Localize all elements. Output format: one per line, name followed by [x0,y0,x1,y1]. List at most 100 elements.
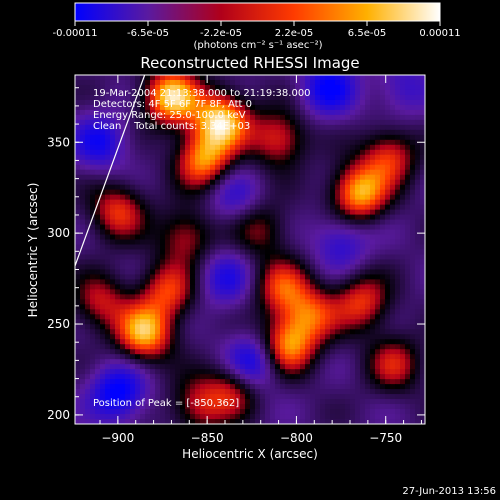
heatmap-cell [360,179,366,186]
heatmap-cell [355,274,361,281]
heatmap-cell [405,359,411,365]
heatmap-cell [340,294,346,300]
heatmap-cell [90,149,96,156]
heatmap-cell [380,374,386,380]
heatmap-cell [400,129,406,136]
heatmap-cell [235,149,241,156]
heatmap-cell [160,144,166,151]
heatmap-cell [150,94,156,101]
heatmap-cell [315,359,321,365]
heatmap-cell [135,254,141,261]
heatmap-cell [235,219,241,226]
heatmap-cell [170,234,176,241]
heatmap-cell [260,259,266,266]
heatmap-cell [80,379,86,385]
heatmap-cell [150,329,156,335]
heatmap-cell [220,169,226,176]
heatmap-cell [405,299,411,305]
heatmap-cell [245,229,251,236]
heatmap-cell [160,324,166,330]
heatmap-cell [310,274,316,281]
heatmap-cell [330,314,336,320]
heatmap-cell [245,389,251,395]
heatmap-cell [300,229,306,236]
heatmap-cell [300,75,306,81]
heatmap-cell [255,304,261,310]
heatmap-cell [210,389,216,395]
heatmap-cell [345,89,351,96]
heatmap-cell [320,104,326,111]
heatmap-cell [145,229,151,236]
heatmap-cell [290,344,296,350]
heatmap-cell [395,394,401,400]
heatmap-cell [165,149,171,156]
heatmap-cell [375,254,381,261]
heatmap-cell [130,289,136,295]
heatmap-cell [170,219,176,226]
heatmap-cell [115,129,121,136]
heatmap-cell [280,344,286,350]
heatmap-cell [90,124,96,131]
heatmap-cell [355,84,361,91]
heatmap-cell [170,109,176,116]
heatmap-cell [335,289,341,295]
heatmap-cell [385,154,391,161]
heatmap-cell [75,89,81,96]
heatmap-cell [170,209,176,216]
heatmap-cell [315,109,321,116]
heatmap-cell [180,364,186,370]
heatmap-cell [295,169,301,176]
heatmap-cell [105,189,111,196]
heatmap-cell [370,84,376,91]
heatmap-cell [265,234,271,241]
heatmap-cell [75,364,81,370]
heatmap-cell [255,239,261,246]
heatmap-cell [225,219,231,226]
heatmap-cell [225,404,231,410]
heatmap-cell [340,84,346,91]
heatmap-cell [150,124,156,131]
heatmap-cell [410,344,416,350]
heatmap-cell [370,254,376,261]
heatmap-cell [255,134,261,141]
heatmap-cell [265,199,271,206]
heatmap-cell [385,94,391,101]
heatmap-cell [80,84,86,91]
heatmap-cell [305,214,311,221]
heatmap-cell [185,149,191,156]
heatmap-cell [365,254,371,261]
heatmap-cell [165,334,171,340]
heatmap-cell [160,199,166,206]
heatmap-cell [210,144,216,151]
heatmap-cell [335,234,341,241]
heatmap-cell [290,384,296,390]
heatmap-cell [345,274,351,281]
heatmap-cell [170,404,176,410]
heatmap-cell [265,134,271,141]
heatmap-cell [380,219,386,226]
heatmap-cell [260,229,266,236]
heatmap-cell [120,219,126,226]
heatmap-cell [295,394,301,400]
heatmap-cell [155,109,161,116]
heatmap-cell [210,169,216,176]
heatmap-cell [380,294,386,300]
heatmap-cell [340,364,346,370]
heatmap-cell [365,339,371,345]
heatmap-cell [125,179,131,186]
heatmap-cell [220,384,226,390]
chart-title: Reconstructed RHESSI Image [140,54,359,72]
heatmap-cell [300,379,306,385]
heatmap-cell [180,109,186,116]
heatmap-cell [305,409,311,415]
heatmap-cell [355,239,361,246]
heatmap-cell [385,139,391,146]
heatmap-cell [160,119,166,126]
heatmap-cell [345,114,351,121]
heatmap-cell [310,314,316,320]
heatmap-cell [220,139,226,146]
heatmap-cell [200,384,206,390]
heatmap-cell [215,99,221,106]
heatmap-cell [225,304,231,310]
